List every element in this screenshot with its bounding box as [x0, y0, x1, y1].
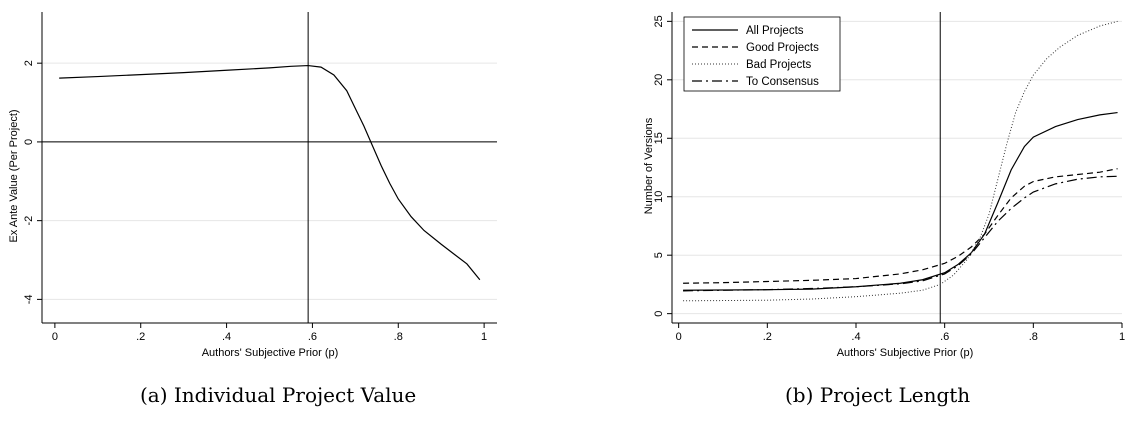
y-tick-label: 20 [653, 74, 665, 86]
y-tick-label: 5 [653, 252, 665, 258]
series-line-all-projects [683, 111, 1118, 291]
x-tick-label: 1 [1119, 331, 1125, 343]
y-tick-label: 0 [653, 311, 665, 317]
chart-individual-project-value: 0 .2 .4 .6 .8 1 -4 -2 0 2 Authors' Subjective Pri… [8, 12, 497, 359]
y-tick-label: 10 [653, 191, 665, 203]
y-tick-label: -2 [23, 216, 35, 226]
legend-label-to-consensus: To Consensus [746, 76, 819, 88]
legend-label-good-projects: Good Projects [746, 42, 819, 54]
x-tick-label: .2 [136, 331, 145, 343]
legend: All Projects Good Projects Bad Projects … [683, 16, 841, 92]
legend-label-all-projects: All Projects [746, 25, 804, 37]
x-axis-label: Authors' Subjective Prior (p) [202, 347, 339, 359]
reference-lines [42, 12, 497, 323]
series-line-to-consensus [683, 175, 1118, 292]
y-tick-label: 15 [653, 132, 665, 144]
x-tick-label: .4 [851, 331, 860, 343]
x-tick-label: .4 [222, 331, 231, 343]
caption-a: (a) Individual Project Value [140, 383, 417, 407]
x-tick-label: .6 [940, 331, 949, 343]
x-tick-label: .8 [1029, 331, 1038, 343]
legend-box [683, 16, 841, 92]
x-tick-label: .8 [394, 331, 403, 343]
legend-label-bad-projects: Bad Projects [746, 59, 811, 71]
series-lines [59, 64, 481, 281]
x-tick-label: .6 [308, 331, 317, 343]
y-tick-label: -4 [23, 294, 35, 304]
y-tick-label: 0 [23, 139, 35, 145]
series-line-bad-projects [683, 20, 1118, 302]
axes: 0 .2 .4 .6 .8 1 -4 -2 0 2 [23, 12, 497, 343]
series-line-main [59, 64, 481, 281]
x-axis-label: Authors' Subjective Prior (p) [837, 347, 974, 359]
caption-b: (b) Project Length [785, 383, 971, 407]
x-tick-label: 1 [481, 331, 487, 343]
x-tick-label: .2 [763, 331, 772, 343]
series-lines [683, 20, 1118, 302]
y-gridlines [42, 62, 497, 300]
y-axis-label: Number of Versions [643, 117, 655, 214]
x-tick-label: 0 [676, 331, 682, 343]
series-line-good-projects [683, 168, 1118, 284]
x-tick-label: 0 [52, 331, 58, 343]
y-tick-label: 25 [653, 15, 665, 27]
y-axis-label: Ex Ante Value (Per Project) [8, 109, 20, 242]
y-tick-label: 2 [23, 60, 35, 66]
